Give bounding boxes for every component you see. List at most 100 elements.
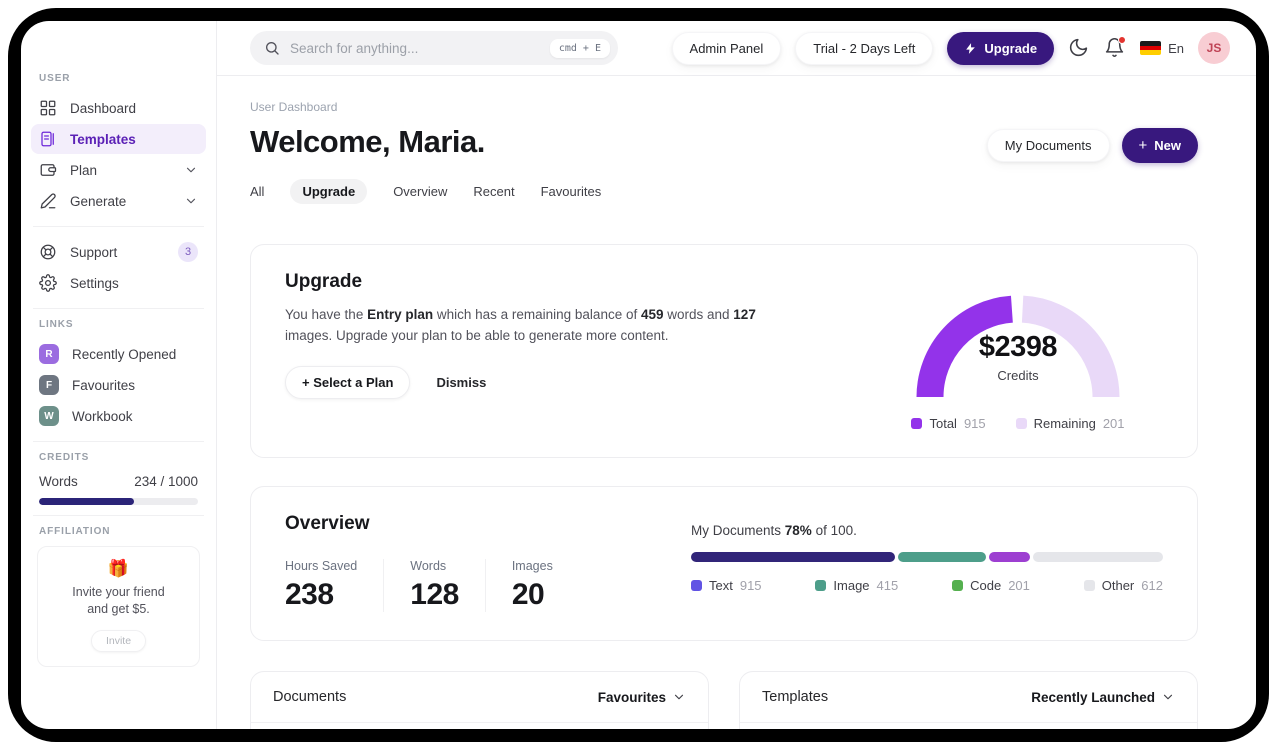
admin-panel-button[interactable]: Admin Panel: [671, 31, 782, 65]
legend-swatch-image: [815, 580, 827, 591]
divider: [33, 308, 204, 309]
overview-card-title: Overview: [285, 513, 370, 534]
sidebar-link-favourites[interactable]: F Favourites: [31, 370, 206, 400]
templates-icon: [41, 131, 54, 147]
sidebar: USER Dashboard Templates Plan Generate S…: [21, 21, 217, 729]
sidebar-item-label: Templates: [70, 131, 136, 147]
document-list-item[interactable]: Untitled Document in Workbook: [251, 723, 708, 729]
legend-swatch-total: [911, 418, 923, 429]
sidebar-link-workbook[interactable]: W Workbook: [31, 401, 206, 431]
sidebar-item-label: Dashboard: [70, 100, 137, 116]
new-button-label: New: [1154, 138, 1181, 153]
sidebar-item-label: Generate: [70, 193, 127, 209]
new-button[interactable]: + New: [1121, 128, 1198, 163]
upgrade-card-body: You have the Entry plan which has a rema…: [285, 307, 756, 344]
sidebar-item-label: Support: [70, 244, 118, 260]
select-plan-button[interactable]: + Select a Plan: [285, 365, 411, 399]
invite-button[interactable]: Invite: [90, 629, 147, 652]
lightning-bolt-icon: [966, 42, 976, 54]
dark-mode-toggle[interactable]: [1068, 37, 1090, 59]
divider: [33, 226, 204, 227]
language-selector[interactable]: En: [1140, 41, 1184, 56]
sidebar-section-credits: CREDITS: [39, 452, 90, 463]
sidebar-item-settings[interactable]: Settings: [31, 268, 206, 298]
tab-all[interactable]: All: [250, 184, 265, 199]
wallet-icon: [40, 164, 57, 176]
trial-status-badge[interactable]: Trial - 2 Days Left: [795, 31, 934, 65]
documents-list-title: Documents: [273, 689, 347, 705]
topbar: cmd + E Admin Panel Trial - 2 Days Left …: [217, 21, 1256, 76]
legend-swatch-other: [1083, 580, 1095, 591]
documents-list-card: Documents Favourites Untitled Document i…: [250, 671, 709, 729]
view-tabs: All Upgrade Overview Recent Favourites: [250, 179, 1198, 204]
gauge-legend: Total 915 Remaining 201: [893, 416, 1143, 431]
user-avatar[interactable]: JS: [1198, 32, 1230, 64]
search-bar[interactable]: cmd + E: [250, 31, 618, 65]
legend-swatch-remaining: [1015, 418, 1027, 429]
notifications-button[interactable]: [1104, 36, 1127, 59]
divider: [33, 441, 204, 442]
search-icon: [266, 42, 279, 55]
tab-favourites[interactable]: Favourites: [540, 184, 602, 199]
sidebar-item-label: Workbook: [72, 408, 133, 424]
divider: [33, 515, 204, 516]
lifebuoy-icon: [40, 244, 56, 260]
app-window: USER Dashboard Templates Plan Generate S…: [21, 21, 1256, 729]
sidebar-item-plan[interactable]: Plan: [31, 155, 206, 185]
bar-segment-other: [1033, 552, 1163, 562]
chevron-down-icon: [674, 694, 684, 700]
tab-recent[interactable]: Recent: [473, 184, 515, 199]
recently-opened-avatar: R: [39, 344, 59, 364]
gear-icon: [39, 274, 57, 292]
bar-segment-text: [691, 552, 895, 562]
dismiss-button[interactable]: Dismiss: [436, 374, 487, 390]
documents-bar-legend: Text 915 Image 415 Code 201 Other 612: [691, 578, 1163, 593]
gift-icon: 🎁: [107, 559, 130, 578]
grid-icon: [40, 100, 56, 116]
german-flag-icon: [1140, 41, 1162, 55]
workbook-avatar: W: [39, 406, 59, 426]
sidebar-item-label: Plan: [70, 162, 98, 178]
sidebar-section-affiliation: AFFILIATION: [39, 526, 111, 537]
sidebar-item-generate[interactable]: Generate: [31, 186, 206, 216]
plus-icon: +: [302, 374, 310, 390]
gauge-segment-total: [916, 295, 1014, 398]
templates-list-title: Templates: [762, 689, 829, 705]
sidebar-item-dashboard[interactable]: Dashboard: [31, 93, 206, 123]
pen-icon: [40, 193, 56, 209]
stat-words: Words 128: [410, 559, 486, 612]
gauge-center-label: Credits: [997, 368, 1039, 383]
chevron-down-icon: [186, 167, 196, 173]
template-list-item[interactable]: Blog Post Title in Workbook: [740, 723, 1197, 729]
credits-words-label: Words: [39, 474, 78, 489]
sidebar-item-templates[interactable]: Templates: [31, 124, 206, 154]
templates-list-card: Templates Recently Launched Blog Post Ti…: [739, 671, 1198, 729]
legend-swatch-code: [952, 580, 964, 591]
templates-filter-dropdown[interactable]: Recently Launched: [1031, 690, 1175, 705]
upgrade-button[interactable]: Upgrade: [947, 31, 1055, 65]
sidebar-link-recently-opened[interactable]: R Recently Opened: [31, 339, 206, 369]
documents-progress: My Documents 78% of 100. Text 915 Image 41…: [691, 523, 1163, 612]
sidebar-section-user: USER: [39, 73, 71, 84]
chevron-down-icon: [1163, 694, 1173, 700]
tab-upgrade[interactable]: Upgrade: [290, 179, 368, 204]
tab-overview[interactable]: Overview: [393, 184, 448, 199]
affiliation-card: 🎁 Invite your friend and get $5. Invite: [37, 546, 200, 667]
search-shortcut-badge: cmd + E: [549, 38, 610, 58]
upgrade-card-title: Upgrade: [285, 271, 363, 292]
sidebar-section-links: LINKS: [39, 319, 74, 330]
documents-progress-label: My Documents 78% of 100.: [691, 523, 857, 538]
notification-dot: [1118, 36, 1127, 44]
page-title: Welcome, Maria.: [250, 124, 485, 159]
credits-progress-fill: [39, 498, 135, 505]
bar-segment-code: [988, 552, 1031, 562]
search-input[interactable]: [280, 40, 550, 56]
documents-filter-dropdown[interactable]: Favourites: [598, 690, 686, 705]
sidebar-item-label: Favourites: [72, 377, 136, 393]
sidebar-item-support[interactable]: Support 3: [31, 237, 206, 267]
upgrade-button-label: Upgrade: [984, 40, 1038, 56]
my-documents-button[interactable]: My Documents: [986, 129, 1110, 162]
credits-gauge: $2398 Credits Total 915 Remaining 201: [893, 271, 1143, 431]
credits-progress-bar: [39, 498, 198, 505]
stat-images: Images 20: [511, 559, 553, 611]
